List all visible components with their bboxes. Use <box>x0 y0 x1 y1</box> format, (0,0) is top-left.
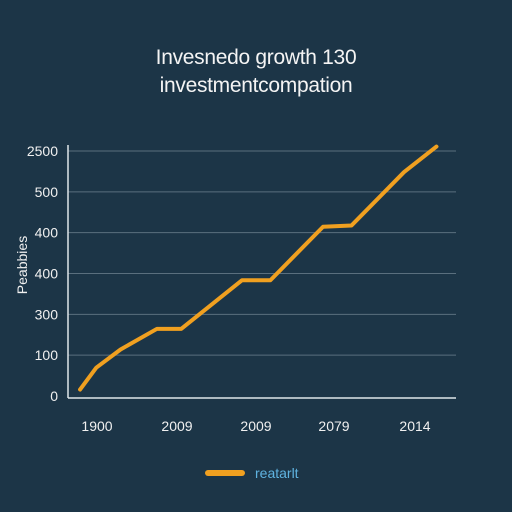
y-tick-label: 500 <box>35 184 59 200</box>
x-tick-label: 2079 <box>318 418 349 434</box>
legend: reatarlt <box>205 465 299 481</box>
y-tick-label: 400 <box>35 266 59 282</box>
axes <box>67 145 456 399</box>
y-tick-label: 0 <box>50 388 58 404</box>
y-tick-label: 2500 <box>27 143 58 159</box>
y-tick-label: 300 <box>35 306 59 322</box>
series-group <box>78 144 439 392</box>
y-tick-label: 400 <box>35 225 59 241</box>
x-tick-label: 2009 <box>161 418 192 434</box>
x-tick-label: 2009 <box>240 418 271 434</box>
y-axis-label: Peabbies <box>14 236 30 294</box>
y-tick-labels: 0 100 300 400 400 500 2500 <box>27 143 58 404</box>
x-tick-label: 1900 <box>81 418 112 434</box>
legend-swatch <box>205 470 245 476</box>
y-tick-label: 100 <box>35 347 59 363</box>
x-tick-label: 2014 <box>399 418 430 434</box>
chart-title-line-1: Invesnedo growth 130 <box>155 46 357 69</box>
chart-title-line-2: investmentcompation <box>159 74 353 97</box>
legend-label: reatarlt <box>255 465 299 481</box>
x-tick-labels: 1900 2009 2009 2079 2014 <box>81 418 430 434</box>
series-line <box>78 144 439 392</box>
chart-title: Invesnedo growth 130 investmentcompation <box>0 44 512 100</box>
grid-lines <box>68 150 456 356</box>
